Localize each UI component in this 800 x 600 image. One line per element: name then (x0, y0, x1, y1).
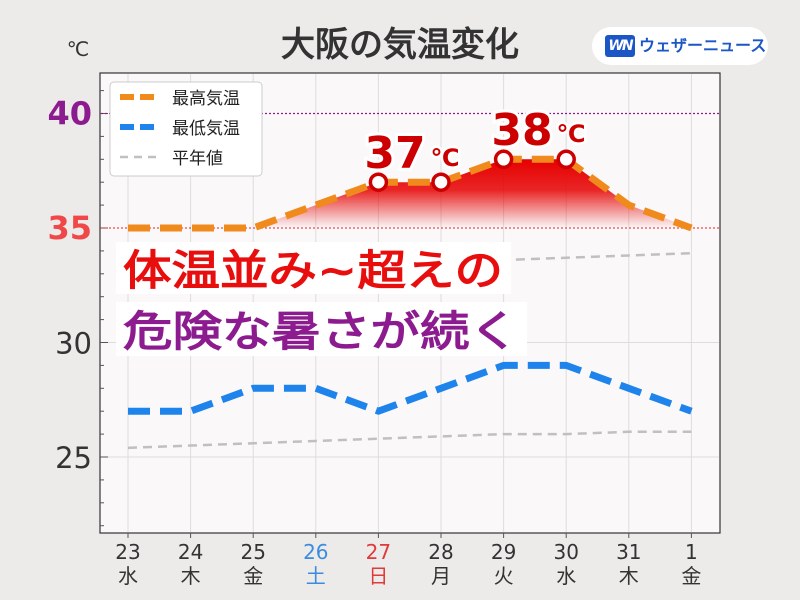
heat-area (128, 159, 692, 228)
x-tick-date: 25 (240, 540, 265, 564)
x-tick-date: 23 (115, 540, 140, 564)
y-tick-label: 25 (55, 441, 92, 475)
highlight-point (493, 149, 514, 170)
headline-line-1: 体温並み~超えの (123, 246, 503, 295)
series-layer (127, 155, 693, 450)
weathernews-logo-mark: WN (605, 35, 635, 57)
x-tick-weekday: 木 (181, 564, 201, 588)
y-tick-label: 35 (47, 209, 92, 247)
y-unit-label: ℃ (67, 37, 89, 61)
x-tick-date: 29 (491, 540, 516, 564)
highlight-points (368, 149, 576, 192)
peak-value-37: 37 (364, 128, 425, 179)
x-tick-weekday: 木 (619, 564, 639, 588)
x-tick-weekday: 水 (118, 564, 138, 588)
x-tick-date: 28 (428, 540, 453, 564)
x-tick-date: 31 (616, 540, 641, 564)
chart-title: 大阪の気温変化 (281, 25, 519, 65)
peak-label-37: 37 ℃ (361, 125, 462, 182)
headline-bg-1 (116, 242, 511, 294)
x-tick-weekday: 土 (306, 564, 326, 588)
highlight-point (431, 172, 451, 192)
peak-unit-37: ℃ (430, 144, 459, 172)
x-tick-weekday: 水 (556, 564, 576, 588)
x-tick-weekday: 金 (243, 564, 263, 588)
series-line-3 (440, 251, 692, 264)
y-axis-ticks: 25 30 35 40 (47, 95, 92, 476)
series-line-2 (127, 430, 692, 450)
legend-low-label: 最低気温 (172, 119, 240, 139)
y-tick-label: 40 (47, 95, 92, 133)
weathernews-logo-text: ウェザーニュース (639, 36, 767, 55)
y-tick-label: 30 (55, 327, 92, 361)
legend-box (109, 81, 263, 177)
x-tick-weekday: 火 (494, 564, 514, 588)
x-tick-weekday: 月 (431, 564, 451, 588)
series-line-0 (128, 155, 693, 232)
series-line-1 (128, 361, 693, 415)
peak-label-38: 38 ℃ (488, 102, 588, 159)
headline: 体温並み~超えの 危険な暑さが続く (116, 242, 527, 356)
headline-line-2: 危険な暑さが続く (123, 307, 519, 356)
x-tick-date: 27 (366, 540, 391, 564)
x-tick-date: 1 (685, 540, 698, 564)
legend-high-label: 最高気温 (172, 89, 240, 109)
headline-bg-2 (116, 302, 527, 356)
legend: 最高気温 最低気温 平年値 (109, 81, 263, 177)
highlight-point (556, 149, 576, 170)
legend-normal-label: 平年値 (172, 149, 223, 169)
highlight-point (368, 172, 389, 192)
x-tick-date: 30 (553, 540, 578, 564)
peak-value-38: 38 (491, 105, 552, 156)
x-tick-weekday: 日 (368, 564, 388, 588)
x-tick-date: 24 (178, 540, 203, 564)
peak-unit-38: ℃ (556, 120, 585, 148)
x-tick-date: 26 (303, 540, 328, 564)
x-tick-weekday: 金 (681, 564, 701, 588)
